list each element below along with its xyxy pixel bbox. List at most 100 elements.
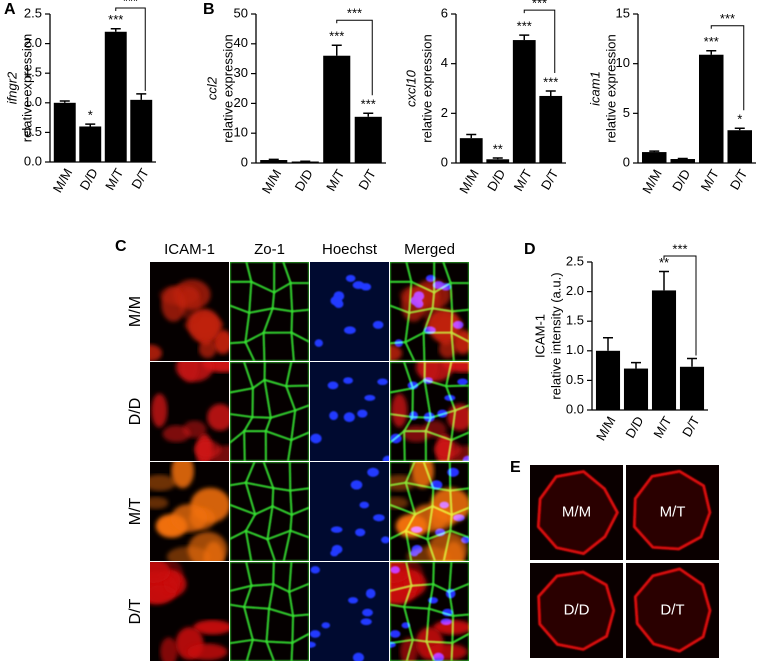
junction bbox=[450, 331, 469, 361]
red-channel bbox=[391, 362, 469, 461]
y-tick-label: 0.5 bbox=[566, 372, 584, 387]
zoom-label: M/M bbox=[562, 503, 591, 520]
cell-signal bbox=[160, 637, 178, 661]
nucleus bbox=[390, 630, 401, 638]
y-tick-label: 1.0 bbox=[24, 94, 42, 109]
bracket-label: *** bbox=[123, 0, 138, 8]
micrograph bbox=[310, 562, 389, 661]
significance-label: * bbox=[737, 112, 742, 127]
y-axis-label: relative expression bbox=[220, 34, 235, 142]
x-tick-label: D/T bbox=[727, 167, 750, 193]
green-channel bbox=[230, 562, 309, 661]
nucleus bbox=[343, 377, 353, 384]
bar bbox=[459, 138, 483, 163]
nucleus bbox=[462, 455, 469, 461]
junction bbox=[244, 331, 266, 361]
x-tick-label: M/M bbox=[259, 167, 285, 196]
bar bbox=[79, 126, 102, 162]
bar bbox=[53, 102, 76, 162]
y-tick-label: 1.5 bbox=[566, 313, 584, 328]
error-bar bbox=[631, 361, 641, 369]
nucleus bbox=[360, 283, 372, 291]
bar bbox=[323, 55, 351, 163]
nucleus bbox=[447, 467, 459, 477]
junction bbox=[230, 639, 254, 661]
error-bar bbox=[136, 93, 147, 100]
error-bar bbox=[363, 112, 374, 117]
y-tick-label: 0 bbox=[623, 154, 630, 169]
significance-label: ** bbox=[493, 141, 503, 156]
junction bbox=[289, 462, 309, 492]
y-tick-label: 2 bbox=[441, 105, 448, 120]
nucleus bbox=[364, 394, 376, 401]
x-tick-label: D/T bbox=[128, 166, 151, 192]
nucleus bbox=[442, 608, 453, 617]
junction bbox=[230, 341, 256, 361]
cell-signal bbox=[433, 440, 462, 459]
blue-channel bbox=[330, 467, 389, 557]
nucleus bbox=[430, 480, 443, 490]
junction bbox=[285, 362, 309, 387]
junction bbox=[404, 331, 426, 361]
y-tick-label: 0.5 bbox=[24, 124, 42, 139]
micrograph bbox=[230, 562, 309, 661]
junction bbox=[449, 462, 469, 492]
cell-outline bbox=[537, 570, 616, 651]
nucleus bbox=[310, 641, 316, 648]
error-bar bbox=[734, 127, 745, 131]
junction bbox=[290, 633, 309, 661]
nucleus bbox=[440, 618, 452, 626]
junction bbox=[425, 430, 453, 461]
nucleus bbox=[457, 378, 468, 386]
y-axis-label: relative expression bbox=[19, 34, 34, 142]
y-tick-label: 2.5 bbox=[24, 5, 42, 20]
nucleus bbox=[423, 412, 435, 423]
y-axis-label: ICAM-1 bbox=[532, 314, 547, 358]
junction bbox=[290, 331, 309, 361]
junction bbox=[390, 639, 414, 661]
nucleus bbox=[461, 536, 469, 544]
y-axis-label: cxcl10 bbox=[403, 69, 418, 107]
significance-label: *** bbox=[517, 19, 532, 34]
significance-label: ** bbox=[659, 255, 669, 270]
y-tick-label: 2.5 bbox=[566, 253, 584, 268]
x-tick-label: M/M bbox=[456, 167, 482, 196]
y-tick-label: 5 bbox=[623, 105, 630, 120]
cell-signal bbox=[162, 425, 191, 443]
error-bar bbox=[519, 34, 530, 41]
y-tick-label: 50 bbox=[234, 5, 248, 20]
y-tick-label: 2.0 bbox=[24, 35, 42, 50]
column-header: ICAM-1 bbox=[164, 241, 215, 258]
x-tick-label: M/T bbox=[650, 414, 674, 441]
bar bbox=[623, 368, 649, 410]
junction bbox=[245, 529, 276, 561]
micrograph bbox=[310, 462, 389, 561]
nucleus bbox=[344, 326, 356, 335]
bar-chart: 0.0 0.5 1.0 1.5 2.0 2.5 ifngr2 relative express… bbox=[4, 0, 156, 195]
x-tick-label: M/T bbox=[511, 167, 535, 194]
bracket-label: *** bbox=[720, 11, 735, 26]
junction bbox=[447, 431, 469, 461]
junction bbox=[450, 404, 469, 442]
significance-label: *** bbox=[543, 74, 558, 89]
nucleus bbox=[409, 411, 419, 421]
y-tick-label: 1.0 bbox=[566, 342, 584, 357]
zoom-label: D/T bbox=[660, 601, 684, 618]
micrograph-bg bbox=[310, 362, 389, 461]
panel-label: D bbox=[524, 241, 536, 258]
nucleus bbox=[362, 608, 373, 617]
error-bar bbox=[649, 150, 660, 153]
micrograph bbox=[310, 262, 389, 361]
cell-signal bbox=[150, 474, 177, 491]
cell-outline bbox=[632, 469, 712, 551]
bar bbox=[354, 116, 382, 163]
blue-channel bbox=[394, 274, 464, 347]
bar bbox=[641, 152, 667, 163]
x-tick-label: D/D bbox=[484, 167, 508, 194]
x-tick-label: M/M bbox=[50, 166, 76, 195]
cell-signal bbox=[150, 344, 163, 361]
x-tick-label: M/T bbox=[323, 167, 347, 194]
nucleus bbox=[372, 320, 384, 329]
nucleus bbox=[425, 274, 436, 282]
bar bbox=[104, 31, 127, 163]
